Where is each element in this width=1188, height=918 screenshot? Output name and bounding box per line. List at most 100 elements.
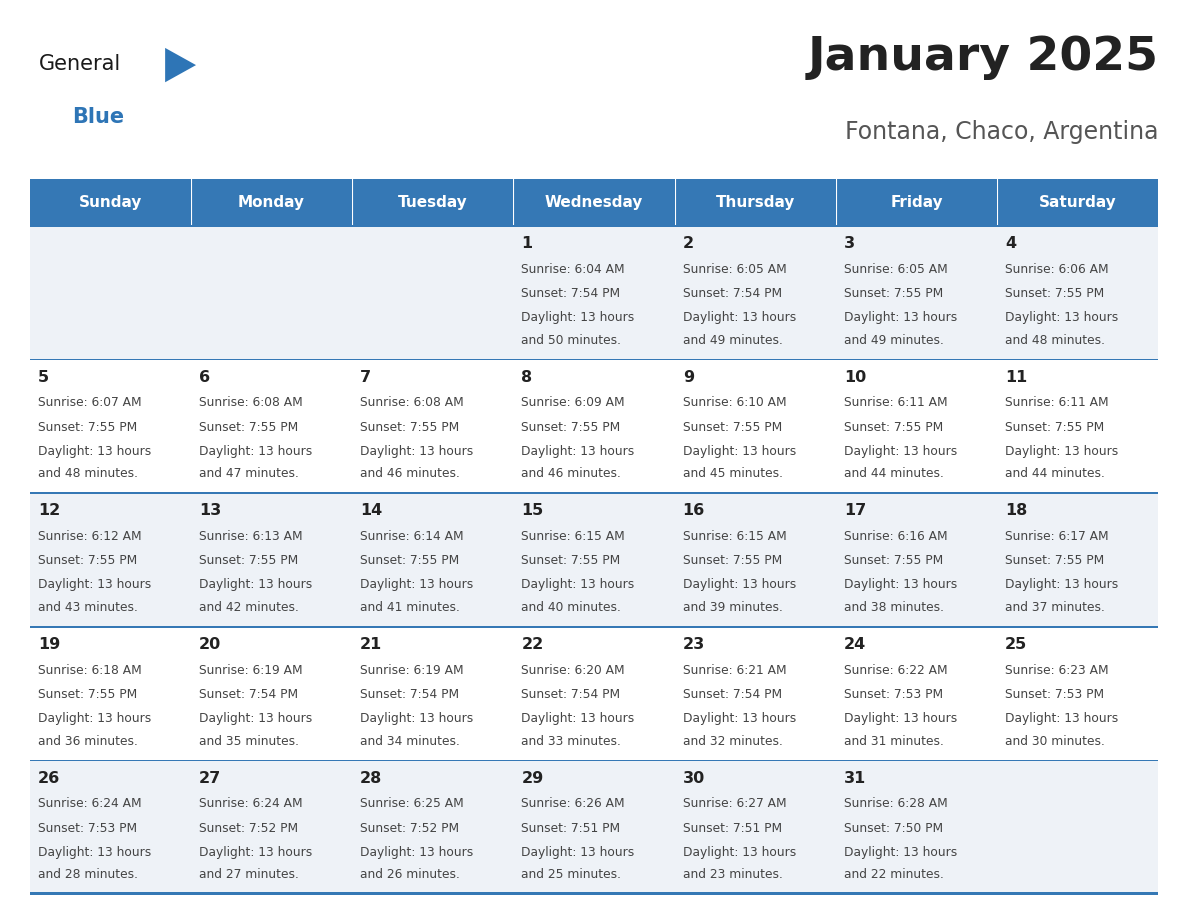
FancyBboxPatch shape <box>352 227 513 361</box>
Text: Sunrise: 6:10 AM: Sunrise: 6:10 AM <box>683 397 786 409</box>
FancyBboxPatch shape <box>997 628 1158 761</box>
Text: and 25 minutes.: and 25 minutes. <box>522 868 621 881</box>
Text: 4: 4 <box>1005 236 1016 252</box>
Text: Monday: Monday <box>238 196 305 210</box>
Text: 11: 11 <box>1005 370 1028 385</box>
Text: Daylight: 13 hours: Daylight: 13 hours <box>683 845 796 858</box>
Text: Daylight: 13 hours: Daylight: 13 hours <box>360 578 474 591</box>
Text: Sunrise: 6:28 AM: Sunrise: 6:28 AM <box>843 798 948 811</box>
Text: Sunrise: 6:09 AM: Sunrise: 6:09 AM <box>522 397 625 409</box>
Text: and 26 minutes.: and 26 minutes. <box>360 868 460 881</box>
Text: 23: 23 <box>683 637 704 652</box>
Text: Sunset: 7:54 PM: Sunset: 7:54 PM <box>683 688 782 700</box>
FancyBboxPatch shape <box>675 179 836 227</box>
Text: 24: 24 <box>843 637 866 652</box>
FancyBboxPatch shape <box>30 361 191 494</box>
Text: 26: 26 <box>38 771 61 786</box>
Text: Sunrise: 6:08 AM: Sunrise: 6:08 AM <box>360 397 465 409</box>
Text: Sunrise: 6:24 AM: Sunrise: 6:24 AM <box>198 798 303 811</box>
Text: Sunset: 7:53 PM: Sunset: 7:53 PM <box>38 822 137 834</box>
Text: Daylight: 13 hours: Daylight: 13 hours <box>198 845 312 858</box>
Text: 28: 28 <box>360 771 383 786</box>
FancyBboxPatch shape <box>30 892 1158 895</box>
Text: and 46 minutes.: and 46 minutes. <box>522 467 621 480</box>
FancyBboxPatch shape <box>997 227 1158 361</box>
Text: and 27 minutes.: and 27 minutes. <box>198 868 299 881</box>
Text: Daylight: 13 hours: Daylight: 13 hours <box>38 712 151 725</box>
Text: and 38 minutes.: and 38 minutes. <box>843 601 944 614</box>
FancyBboxPatch shape <box>675 761 836 895</box>
Text: 21: 21 <box>360 637 383 652</box>
FancyBboxPatch shape <box>836 628 997 761</box>
Text: 29: 29 <box>522 771 544 786</box>
Text: Daylight: 13 hours: Daylight: 13 hours <box>522 578 634 591</box>
Text: and 34 minutes.: and 34 minutes. <box>360 734 460 747</box>
Text: Daylight: 13 hours: Daylight: 13 hours <box>683 712 796 725</box>
FancyBboxPatch shape <box>513 628 675 761</box>
Text: and 44 minutes.: and 44 minutes. <box>843 467 943 480</box>
Text: Sunrise: 6:24 AM: Sunrise: 6:24 AM <box>38 798 141 811</box>
FancyBboxPatch shape <box>513 179 675 227</box>
Text: and 23 minutes.: and 23 minutes. <box>683 868 783 881</box>
Text: and 33 minutes.: and 33 minutes. <box>522 734 621 747</box>
FancyBboxPatch shape <box>352 494 513 628</box>
Text: and 44 minutes.: and 44 minutes. <box>1005 467 1105 480</box>
Text: 14: 14 <box>360 503 383 519</box>
Text: Sunset: 7:51 PM: Sunset: 7:51 PM <box>683 822 782 834</box>
Text: Sunset: 7:53 PM: Sunset: 7:53 PM <box>843 688 943 700</box>
Text: Sunset: 7:55 PM: Sunset: 7:55 PM <box>843 287 943 300</box>
Text: and 32 minutes.: and 32 minutes. <box>683 734 783 747</box>
Text: 6: 6 <box>198 370 210 385</box>
FancyBboxPatch shape <box>836 761 997 895</box>
Text: Wednesday: Wednesday <box>545 196 643 210</box>
Text: Sunset: 7:55 PM: Sunset: 7:55 PM <box>360 420 460 433</box>
Text: Thursday: Thursday <box>715 196 795 210</box>
Text: Sunrise: 6:13 AM: Sunrise: 6:13 AM <box>198 531 303 543</box>
FancyBboxPatch shape <box>997 761 1158 895</box>
Text: and 50 minutes.: and 50 minutes. <box>522 333 621 347</box>
Text: 12: 12 <box>38 503 61 519</box>
Text: Daylight: 13 hours: Daylight: 13 hours <box>683 578 796 591</box>
Text: Sunrise: 6:05 AM: Sunrise: 6:05 AM <box>843 263 948 275</box>
Text: Sunrise: 6:19 AM: Sunrise: 6:19 AM <box>198 664 303 677</box>
Text: and 35 minutes.: and 35 minutes. <box>198 734 299 747</box>
Text: Sunrise: 6:11 AM: Sunrise: 6:11 AM <box>1005 397 1108 409</box>
Text: Sunrise: 6:06 AM: Sunrise: 6:06 AM <box>1005 263 1108 275</box>
FancyBboxPatch shape <box>352 628 513 761</box>
Text: Sunset: 7:55 PM: Sunset: 7:55 PM <box>38 420 137 433</box>
Text: Sunrise: 6:17 AM: Sunrise: 6:17 AM <box>1005 531 1108 543</box>
Polygon shape <box>165 48 196 83</box>
Text: Daylight: 13 hours: Daylight: 13 hours <box>522 712 634 725</box>
Text: Saturday: Saturday <box>1038 196 1117 210</box>
Text: and 45 minutes.: and 45 minutes. <box>683 467 783 480</box>
FancyBboxPatch shape <box>191 494 352 628</box>
Text: 13: 13 <box>198 503 221 519</box>
Text: Sunset: 7:52 PM: Sunset: 7:52 PM <box>198 822 298 834</box>
Text: Sunrise: 6:15 AM: Sunrise: 6:15 AM <box>683 531 786 543</box>
Text: Sunset: 7:53 PM: Sunset: 7:53 PM <box>1005 688 1105 700</box>
Text: Sunset: 7:55 PM: Sunset: 7:55 PM <box>1005 420 1105 433</box>
Text: Daylight: 13 hours: Daylight: 13 hours <box>843 578 958 591</box>
FancyBboxPatch shape <box>191 761 352 895</box>
Text: Sunset: 7:55 PM: Sunset: 7:55 PM <box>1005 287 1105 300</box>
Text: Daylight: 13 hours: Daylight: 13 hours <box>38 578 151 591</box>
FancyBboxPatch shape <box>513 361 675 494</box>
Text: Daylight: 13 hours: Daylight: 13 hours <box>843 845 958 858</box>
Text: Sunrise: 6:20 AM: Sunrise: 6:20 AM <box>522 664 625 677</box>
Text: 10: 10 <box>843 370 866 385</box>
Text: Daylight: 13 hours: Daylight: 13 hours <box>1005 311 1118 324</box>
Text: Sunrise: 6:25 AM: Sunrise: 6:25 AM <box>360 798 465 811</box>
FancyBboxPatch shape <box>352 761 513 895</box>
Text: 7: 7 <box>360 370 372 385</box>
Text: Daylight: 13 hours: Daylight: 13 hours <box>843 712 958 725</box>
FancyBboxPatch shape <box>675 227 836 361</box>
Text: Sunset: 7:51 PM: Sunset: 7:51 PM <box>522 822 620 834</box>
Text: Daylight: 13 hours: Daylight: 13 hours <box>38 444 151 457</box>
Text: Sunset: 7:55 PM: Sunset: 7:55 PM <box>1005 554 1105 567</box>
Text: Daylight: 13 hours: Daylight: 13 hours <box>683 444 796 457</box>
Text: Daylight: 13 hours: Daylight: 13 hours <box>360 712 474 725</box>
FancyBboxPatch shape <box>30 628 191 761</box>
FancyBboxPatch shape <box>675 494 836 628</box>
Text: Sunset: 7:55 PM: Sunset: 7:55 PM <box>522 554 620 567</box>
Text: Tuesday: Tuesday <box>398 196 468 210</box>
